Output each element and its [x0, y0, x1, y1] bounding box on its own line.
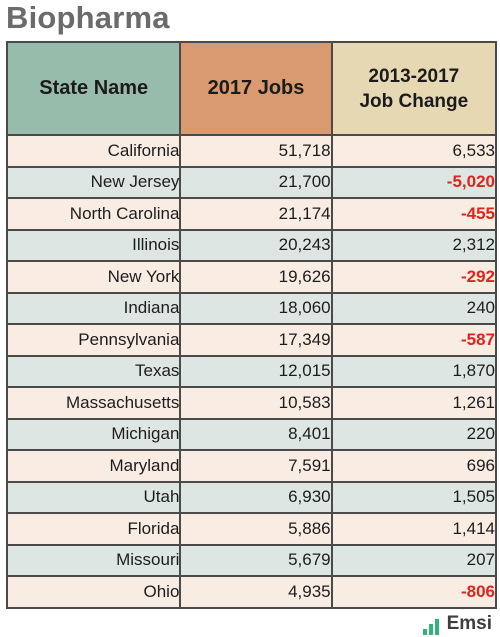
cell-state-name: Maryland [5, 449, 182, 483]
table-row: Pennsylvania 17,349 -587 [5, 323, 498, 357]
cell-job-change: 220 [330, 417, 498, 451]
cell-state-name: Missouri [5, 543, 182, 577]
table-row: New York 19,626 -292 [5, 260, 498, 294]
table-row: Missouri 5,679 207 [5, 543, 498, 577]
table-row: Massachusetts 10,583 1,261 [5, 386, 498, 420]
cell-2017-jobs: 51,718 [179, 134, 333, 168]
cell-state-name: Florida [5, 512, 182, 546]
table-header-row: State Name 2017 Jobs 2013-2017 Job Chang… [5, 41, 498, 136]
cell-job-change: -806 [330, 575, 498, 609]
cell-job-change: 696 [330, 449, 498, 483]
cell-2017-jobs: 20,243 [179, 228, 333, 262]
cell-2017-jobs: 18,060 [179, 291, 333, 325]
logo-text: Emsi [446, 613, 492, 634]
table-row: New Jersey 21,700 -5,020 [5, 165, 498, 199]
cell-2017-jobs: 5,679 [179, 543, 333, 577]
header-job-change-line2: Job Change [359, 90, 469, 112]
cell-job-change: 240 [330, 291, 498, 325]
bar-chart-icon [422, 619, 439, 635]
cell-state-name: Michigan [5, 417, 182, 451]
table-row: California 51,718 6,533 [5, 134, 498, 168]
page-title: Biopharma [6, 0, 170, 35]
cell-state-name: New York [5, 260, 182, 294]
cell-2017-jobs: 7,591 [179, 449, 333, 483]
header-state-name: State Name [5, 41, 182, 136]
cell-state-name: Massachusetts [5, 386, 182, 420]
table-row: Florida 5,886 1,414 [5, 512, 498, 546]
cell-state-name: Utah [5, 480, 182, 514]
table-row: Texas 12,015 1,870 [5, 354, 498, 388]
cell-2017-jobs: 10,583 [179, 386, 333, 420]
cell-job-change: -5,020 [330, 165, 498, 199]
cell-2017-jobs: 6,930 [179, 480, 333, 514]
cell-state-name: Indiana [5, 291, 182, 325]
header-2017-jobs: 2017 Jobs [179, 41, 333, 136]
cell-state-name: Illinois [5, 228, 182, 262]
cell-job-change: -292 [330, 260, 498, 294]
cell-2017-jobs: 21,700 [179, 165, 333, 199]
table-row: Michigan 8,401 220 [5, 417, 498, 451]
cell-2017-jobs: 19,626 [179, 260, 333, 294]
table-row: Illinois 20,243 2,312 [5, 228, 498, 262]
jobs-table: State Name 2017 Jobs 2013-2017 Job Chang… [5, 41, 498, 609]
cell-2017-jobs: 5,886 [179, 512, 333, 546]
table-row: Maryland 7,591 696 [5, 449, 498, 483]
cell-state-name: Pennsylvania [5, 323, 182, 357]
emsi-logo: Emsi [422, 611, 492, 635]
cell-2017-jobs: 8,401 [179, 417, 333, 451]
header-job-change: 2013-2017 Job Change [330, 41, 498, 136]
cell-state-name: Ohio [5, 575, 182, 609]
cell-job-change: 1,505 [330, 480, 498, 514]
table-row: Indiana 18,060 240 [5, 291, 498, 325]
cell-job-change: -587 [330, 323, 498, 357]
cell-2017-jobs: 4,935 [179, 575, 333, 609]
table-row: North Carolina 21,174 -455 [5, 197, 498, 231]
cell-2017-jobs: 12,015 [179, 354, 333, 388]
cell-2017-jobs: 17,349 [179, 323, 333, 357]
cell-job-change: 1,414 [330, 512, 498, 546]
cell-state-name: Texas [5, 354, 182, 388]
cell-job-change: 1,261 [330, 386, 498, 420]
cell-job-change: 6,533 [330, 134, 498, 168]
cell-2017-jobs: 21,174 [179, 197, 333, 231]
cell-job-change: 207 [330, 543, 498, 577]
cell-state-name: New Jersey [5, 165, 182, 199]
cell-job-change: -455 [330, 197, 498, 231]
cell-state-name: California [5, 134, 182, 168]
cell-job-change: 1,870 [330, 354, 498, 388]
header-job-change-line1: 2013-2017 [368, 65, 460, 87]
table-row: Ohio 4,935 -806 [5, 575, 498, 609]
table-row: Utah 6,930 1,505 [5, 480, 498, 514]
cell-job-change: 2,312 [330, 228, 498, 262]
cell-state-name: North Carolina [5, 197, 182, 231]
